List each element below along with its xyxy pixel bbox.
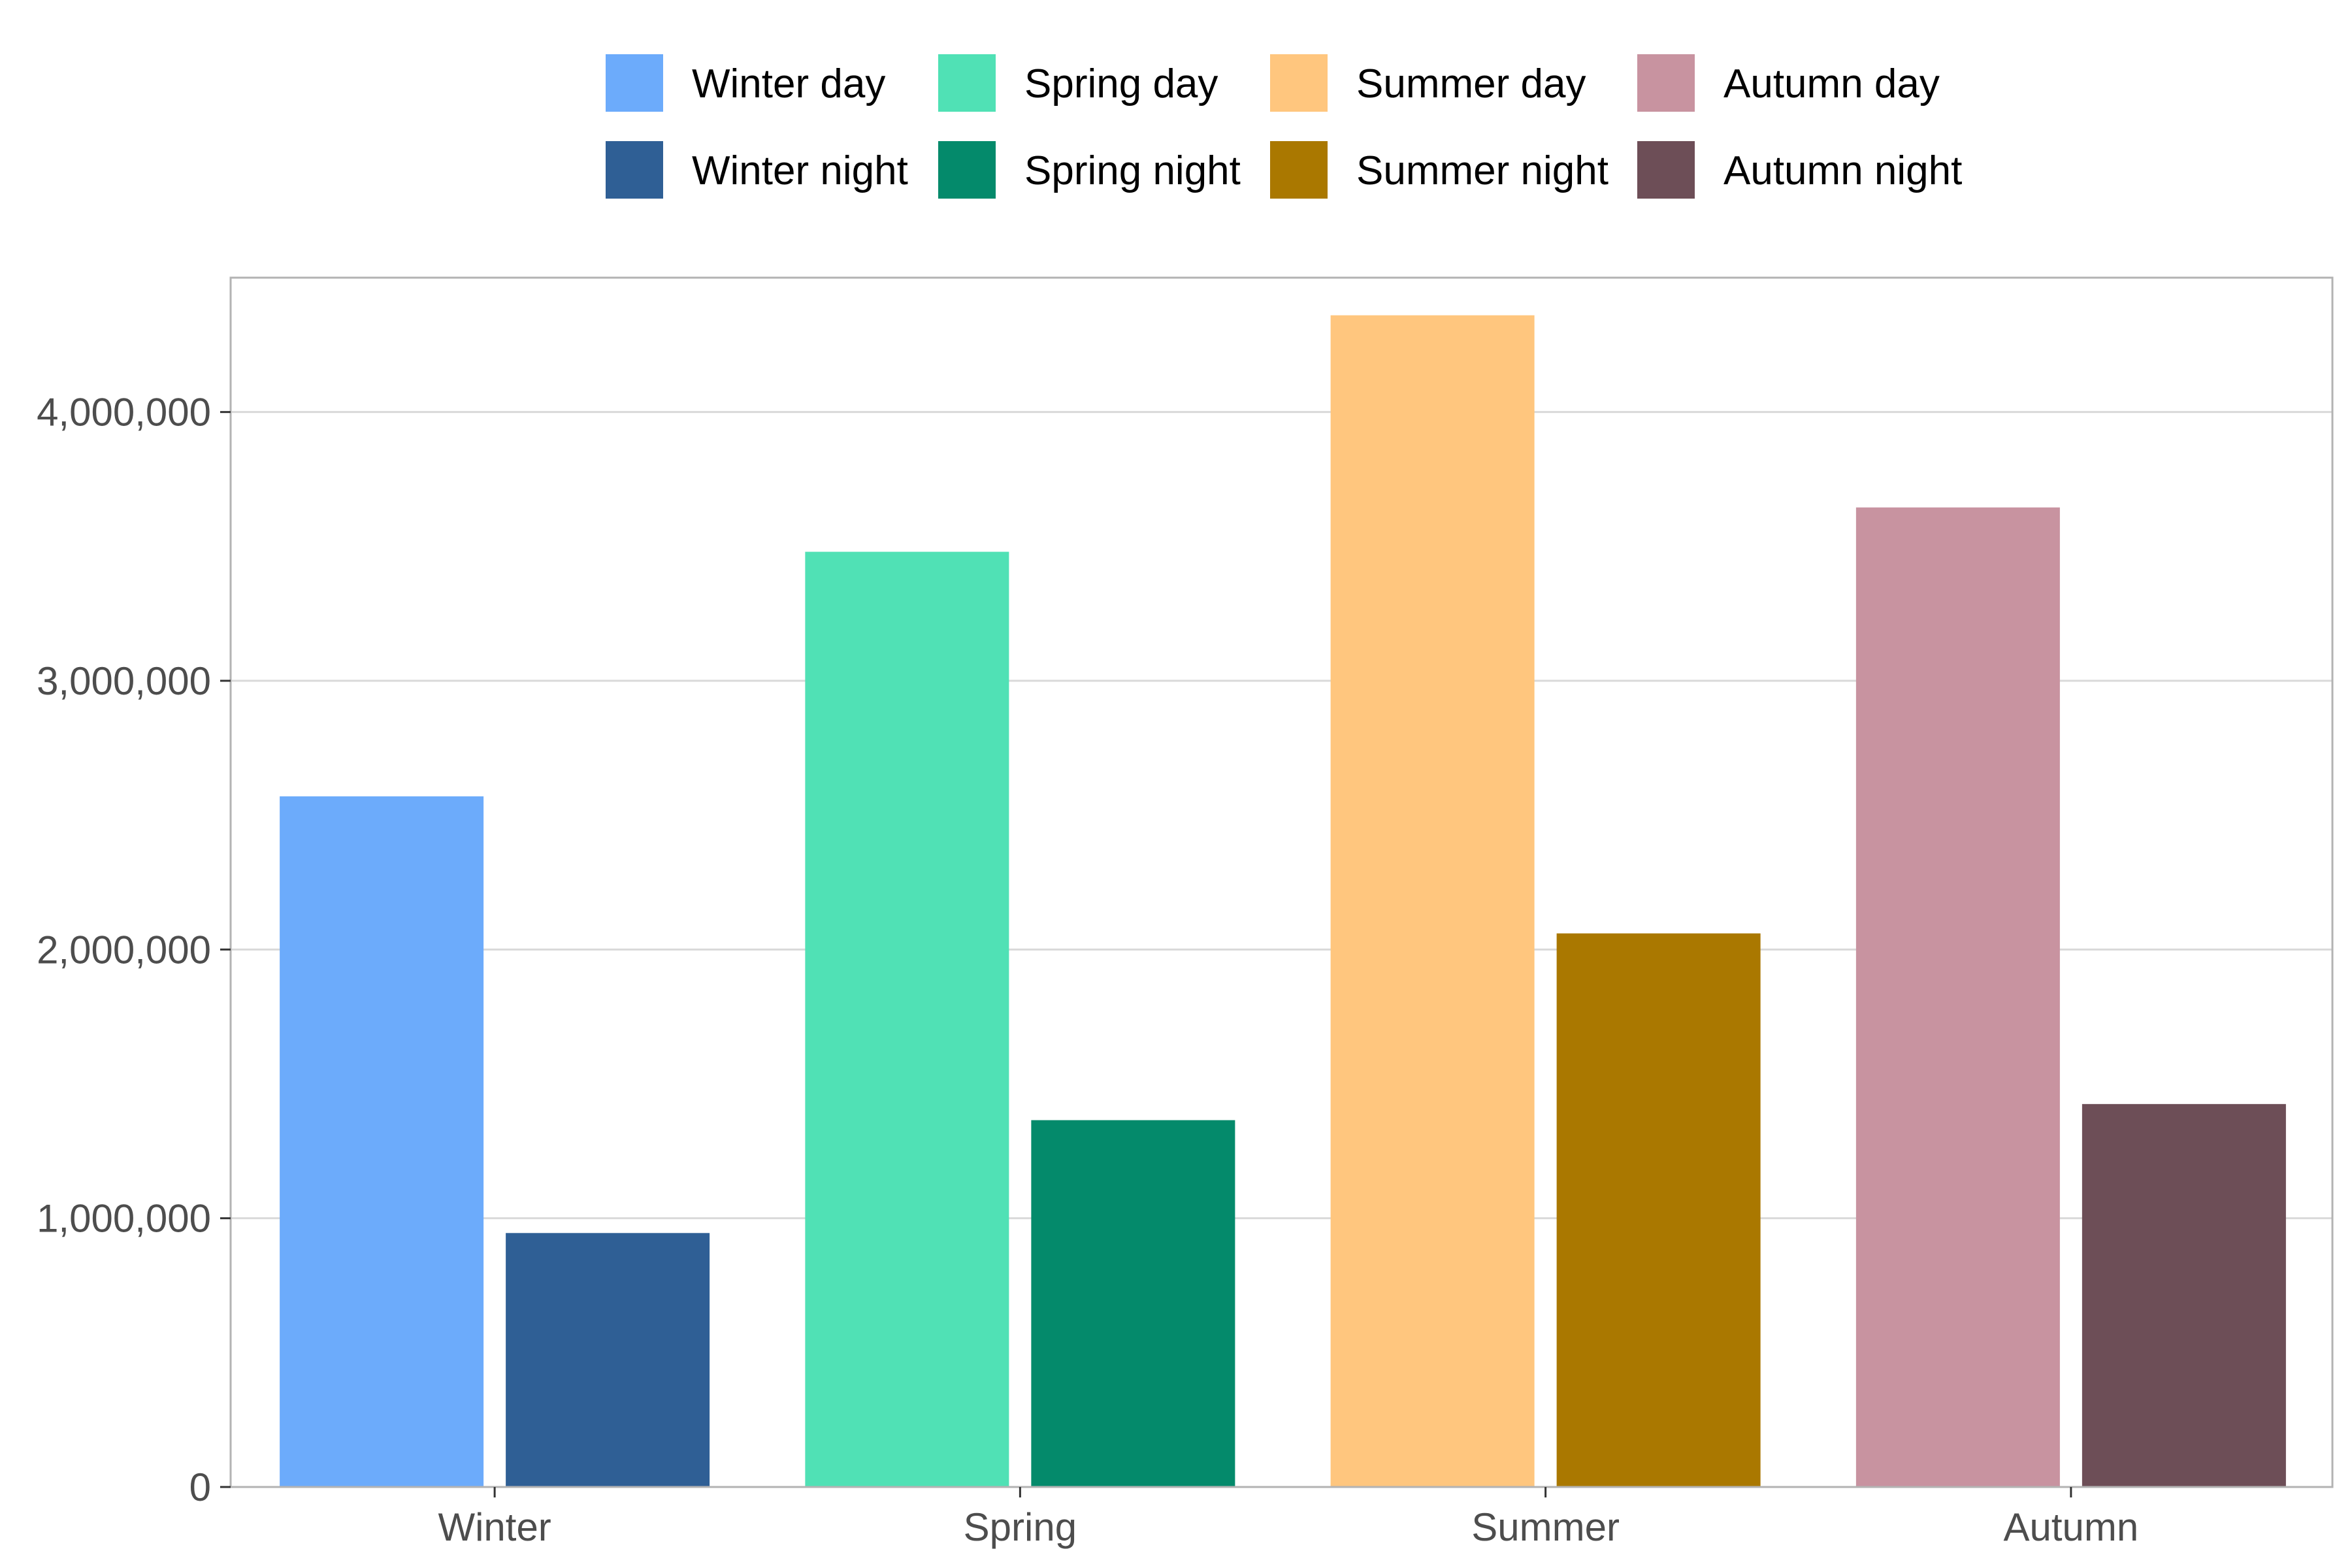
x-tick-label-winter: Winter <box>438 1505 551 1549</box>
bar-autumn-day <box>1855 507 2060 1488</box>
legend: Winter day Spring day Summer day Autumn day… <box>606 54 1962 199</box>
legend-label-summer-day: Summer day <box>1356 61 1586 106</box>
legend-label-autumn-day: Autumn day <box>1723 61 1940 106</box>
x-tick-label-summer: Summer <box>1471 1505 1620 1549</box>
x-axis-tick-labels: Winter Spring Summer Autumn <box>438 1505 2138 1549</box>
legend-swatch-spring-day <box>938 54 996 112</box>
bar-autumn-night <box>2082 1103 2286 1487</box>
y-tick-label-3: 3,000,000 <box>37 659 211 703</box>
y-tick-label-0: 0 <box>189 1465 211 1509</box>
legend-label-winter-night: Winter night <box>692 148 908 193</box>
x-tick-label-spring: Spring <box>964 1505 1077 1549</box>
legend-swatch-summer-day <box>1270 54 1328 112</box>
bars <box>280 315 2286 1488</box>
y-tick-label-1: 1,000,000 <box>37 1197 211 1241</box>
bar-summer-day <box>1330 315 1535 1487</box>
legend-label-summer-night: Summer night <box>1356 148 1609 193</box>
x-tick-label-autumn: Autumn <box>2003 1505 2138 1549</box>
bar-spring-night <box>1031 1120 1235 1487</box>
bar-winter-night <box>506 1233 710 1487</box>
bar-spring-day <box>805 551 1009 1487</box>
y-tick-label-2: 2,000,000 <box>37 928 211 972</box>
y-axis-tick-labels: 0 1,000,000 2,000,000 3,000,000 4,000,000 <box>37 391 211 1509</box>
bar-winter-day <box>280 796 484 1487</box>
plot-border <box>229 276 2334 1488</box>
bar-summer-night <box>1556 933 1761 1487</box>
legend-swatch-summer-night <box>1270 141 1328 199</box>
legend-label-spring-night: Spring night <box>1024 148 1241 193</box>
legend-swatch-winter-day <box>606 54 663 112</box>
axis-ticks <box>220 411 2072 1497</box>
legend-label-autumn-night: Autumn night <box>1723 148 1962 193</box>
legend-swatch-winter-night <box>606 141 663 199</box>
legend-swatch-autumn-night <box>1637 141 1695 199</box>
legend-label-winter-day: Winter day <box>692 61 885 106</box>
legend-label-spring-day: Spring day <box>1024 61 1218 106</box>
legend-swatch-spring-night <box>938 141 996 199</box>
legend-swatch-autumn-day <box>1637 54 1695 112</box>
y-tick-label-4: 4,000,000 <box>37 391 211 434</box>
